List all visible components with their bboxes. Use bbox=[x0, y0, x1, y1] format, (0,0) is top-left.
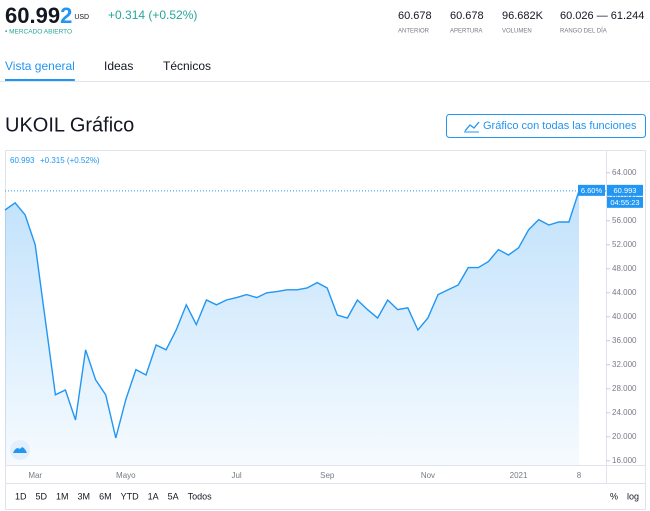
range-button[interactable]: 3M bbox=[78, 491, 91, 501]
scale-option[interactable]: log bbox=[627, 491, 639, 501]
market-status: • MERCADO ABIERTO bbox=[5, 29, 72, 36]
y-tick-label: 60.000 bbox=[612, 192, 637, 201]
range-button[interactable]: 5D bbox=[36, 491, 48, 501]
full-chart-button[interactable] bbox=[446, 114, 646, 138]
y-tick-label: 20.000 bbox=[612, 432, 637, 441]
x-tick-label: Jul bbox=[231, 471, 241, 480]
logo-glyph bbox=[13, 447, 27, 453]
price-tag bbox=[607, 184, 643, 196]
percent-tag-label: 6.60% bbox=[581, 186, 603, 195]
price-tag-label: 60.993 bbox=[614, 186, 637, 195]
y-tick-label: 24.000 bbox=[612, 408, 637, 417]
tab[interactable]: Técnicos bbox=[163, 59, 211, 73]
stats: 60.678 ANTERIOR 60.678 APERTURA 96.682K VOLUM… bbox=[398, 10, 644, 35]
scale-option[interactable]: % bbox=[610, 491, 618, 501]
y-tick-label: 56.000 bbox=[612, 216, 637, 225]
range-button[interactable]: 6M bbox=[99, 491, 112, 501]
y-tick-label: 28.000 bbox=[612, 384, 637, 393]
y-tick-label: 36.000 bbox=[612, 336, 637, 345]
price-main: 60.99 bbox=[5, 3, 60, 28]
stat-label: ANTERIOR bbox=[398, 29, 430, 35]
tab[interactable]: Vista general bbox=[5, 59, 75, 73]
button-icon bbox=[464, 121, 480, 132]
toolbar: 1D 5D 1M 3M 6M YTD 1A 5A Todos% log bbox=[15, 491, 639, 501]
chart: 16.000 20.000 24.000 28.000 32.000 36.000 40.0… bbox=[4, 168, 643, 480]
percent-tag bbox=[578, 184, 605, 196]
legend-change: +0.315 (+0.52%) bbox=[40, 156, 100, 165]
x-tick-label: 2021 bbox=[510, 471, 528, 480]
x-tick-label: Mayo bbox=[116, 471, 136, 480]
stat-label: APERTURA bbox=[450, 29, 483, 35]
price: 60.992 bbox=[5, 3, 72, 28]
y-tick-label: 44.000 bbox=[612, 288, 637, 297]
countdown-label: 04:55:23 bbox=[610, 198, 639, 207]
stat-value: 96.682K bbox=[502, 10, 544, 22]
x-tick-label: Nov bbox=[421, 471, 435, 480]
tab-underline bbox=[5, 79, 75, 81]
x-tick-label: Sep bbox=[320, 471, 335, 480]
x-tick-label: Mar bbox=[28, 471, 42, 480]
stat-label: VOLUMEN bbox=[502, 29, 532, 35]
y-tick-label: 48.000 bbox=[612, 264, 637, 273]
countdown-tag bbox=[607, 196, 643, 208]
price-line bbox=[4, 190, 580, 439]
section-title: UKOIL Gráfico bbox=[5, 114, 134, 136]
button-label[interactable]: Gráfico con todas las funciones bbox=[483, 120, 637, 132]
range-button[interactable]: 1M bbox=[56, 491, 69, 501]
y-tick-label: 64.000 bbox=[612, 168, 637, 177]
tabs: Vista general Ideas Técnicos bbox=[5, 59, 211, 81]
range-button[interactable]: Todos bbox=[188, 491, 213, 501]
stat-value: 60.678 bbox=[450, 10, 484, 22]
y-tick-label: 16.000 bbox=[612, 456, 637, 465]
tab[interactable]: Ideas bbox=[104, 59, 133, 73]
range-button[interactable]: 1A bbox=[148, 491, 159, 501]
change: +0.314 (+0.52%) bbox=[108, 8, 197, 22]
y-tick-label: 40.000 bbox=[612, 312, 637, 321]
stat-value: 60.678 bbox=[398, 10, 432, 22]
range-button[interactable]: 1D bbox=[15, 491, 27, 501]
range-button[interactable]: YTD bbox=[121, 491, 140, 501]
currency: USD bbox=[74, 14, 89, 21]
y-tick-label: 52.000 bbox=[612, 240, 637, 249]
x-tick-label: 8 bbox=[577, 471, 582, 480]
stat-label: RANGO DEL DÍA bbox=[560, 28, 607, 35]
y-tick-label: 32.000 bbox=[612, 360, 637, 369]
price-last-digit: 2 bbox=[60, 3, 72, 28]
area-fill bbox=[5, 190, 579, 466]
stat-value: 60.026 — 61.244 bbox=[560, 10, 644, 22]
range-button[interactable]: 5A bbox=[168, 491, 179, 501]
legend-value: 60.993 bbox=[10, 156, 35, 165]
